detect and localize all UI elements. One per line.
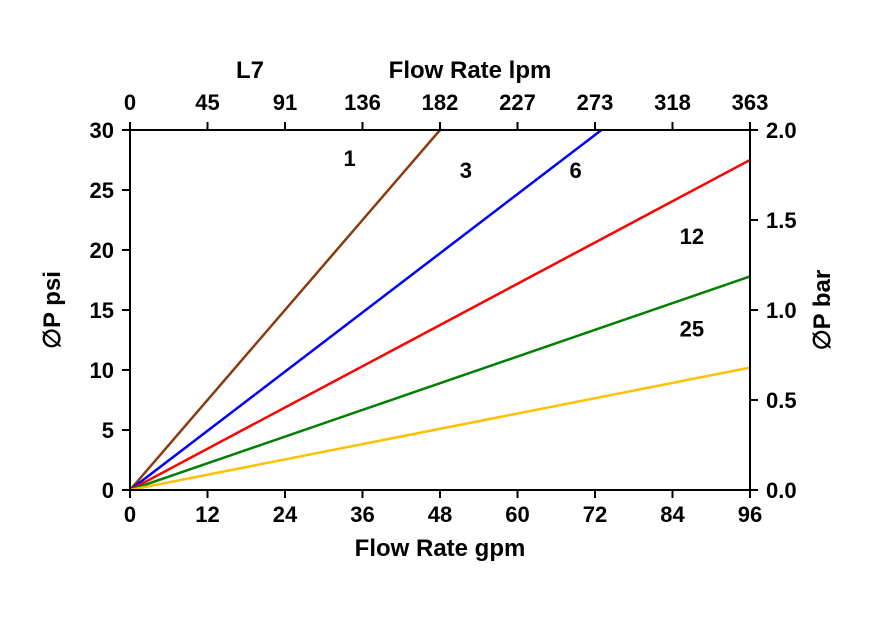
yl-tick-label: 20 [90,238,114,263]
chart-container: 136122501224364860728496Flow Rate gpm045… [0,0,874,642]
series-label-12: 12 [680,224,704,249]
series-label-3: 3 [460,158,472,183]
x-top-title: Flow Rate lpm [389,57,552,84]
xb-tick-label: 84 [660,502,685,527]
yl-tick-label: 15 [90,298,114,323]
xb-tick-label: 12 [195,502,219,527]
xt-tick-label: 227 [499,90,536,115]
yr-tick-label: 0.5 [766,388,797,413]
xb-tick-label: 96 [738,502,762,527]
xb-tick-label: 24 [273,502,298,527]
yl-tick-label: 30 [90,118,114,143]
xb-tick-label: 60 [505,502,529,527]
yl-tick-label: 10 [90,358,114,383]
xt-tick-label: 91 [273,90,297,115]
yr-tick-label: 2.0 [766,118,797,143]
x-bottom-title: Flow Rate gpm [355,535,526,562]
yr-tick-label: 1.5 [766,208,797,233]
series-label-6: 6 [570,158,582,183]
pressure-flow-chart: 136122501224364860728496Flow Rate gpm045… [0,0,874,642]
xb-tick-label: 36 [350,502,374,527]
yl-tick-label: 25 [90,178,114,203]
yr-tick-label: 0.0 [766,478,797,503]
series-label-25: 25 [680,316,704,341]
xb-tick-label: 0 [124,502,136,527]
corner-label: L7 [236,57,264,84]
series-label-1: 1 [343,146,355,171]
xt-tick-label: 182 [422,90,459,115]
y-right-title: ∅P bar [809,270,836,351]
xt-tick-label: 136 [344,90,381,115]
xt-tick-label: 318 [654,90,691,115]
xb-tick-label: 48 [428,502,452,527]
xt-tick-label: 273 [577,90,614,115]
yr-tick-label: 1.0 [766,298,797,323]
xt-tick-label: 363 [732,90,769,115]
yl-tick-label: 5 [102,418,114,443]
xt-tick-label: 45 [195,90,219,115]
y-left-title: ∅P psi [39,271,66,349]
xt-tick-label: 0 [124,90,136,115]
yl-tick-label: 0 [102,478,114,503]
xb-tick-label: 72 [583,502,607,527]
